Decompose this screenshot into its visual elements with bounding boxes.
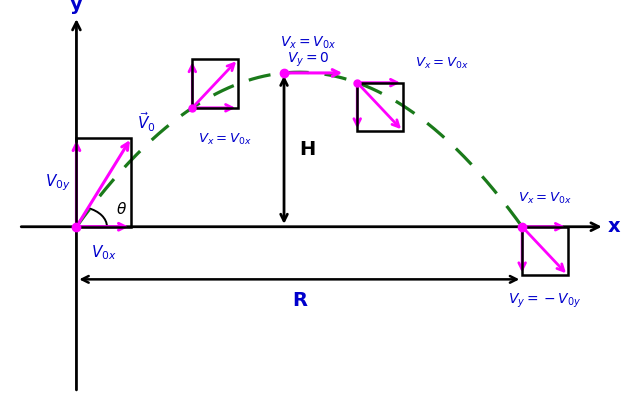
Text: y: y	[70, 0, 83, 14]
Text: $V_{0y}$: $V_{0y}$	[45, 172, 70, 192]
Bar	[522, 227, 568, 275]
Bar	[357, 83, 403, 131]
Bar	[193, 59, 238, 108]
Text: $V_y = 0$: $V_y = 0$	[287, 50, 330, 69]
Text: $V_x = V_{0x}$: $V_x = V_{0x}$	[280, 34, 336, 51]
Text: $V_{0x}$: $V_{0x}$	[91, 243, 117, 261]
Text: R: R	[292, 292, 307, 311]
Text: $V_x = V_{0x}$: $V_x = V_{0x}$	[416, 55, 469, 71]
Text: $\theta$: $\theta$	[116, 201, 127, 216]
Text: H: H	[299, 140, 315, 159]
Text: x: x	[607, 217, 621, 236]
Text: $\vec{V}_0$: $\vec{V}_0$	[138, 110, 156, 134]
Text: $V_x = V_{0x}$: $V_x = V_{0x}$	[199, 132, 252, 147]
Text: $V_y = -V_{0y}$: $V_y = -V_{0y}$	[508, 292, 582, 310]
Text: $V_x = V_{0x}$: $V_x = V_{0x}$	[518, 191, 572, 206]
Bar	[77, 138, 131, 227]
